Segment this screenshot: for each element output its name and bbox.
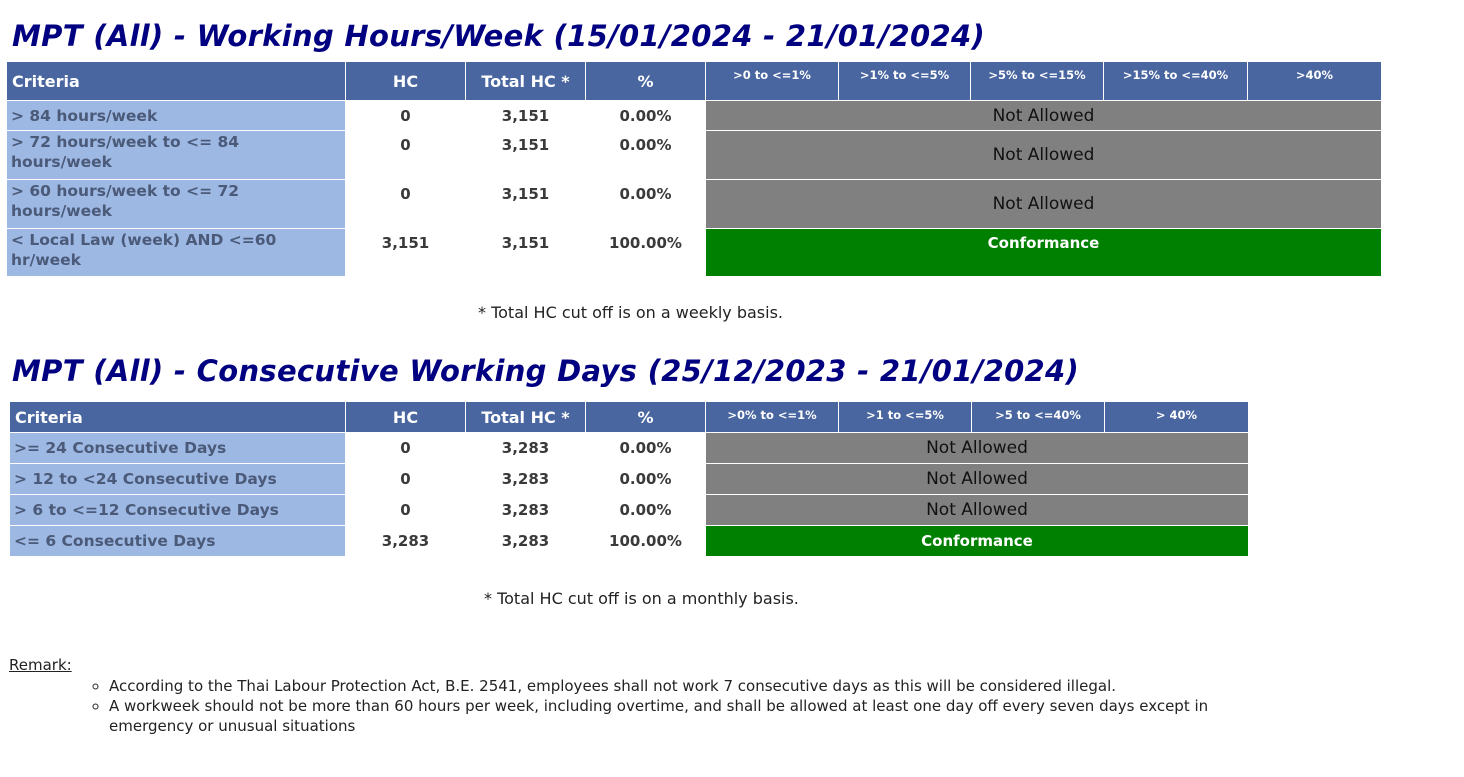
status-conformance: Conformance [705, 525, 1249, 557]
header-band: >5 to <=40% [971, 401, 1105, 433]
total-hc-cell: 3,151 [465, 130, 586, 180]
hc-cell: 0 [345, 463, 466, 495]
total-hc-cell: 3,283 [465, 525, 586, 557]
header-criteria: Criteria [9, 401, 346, 433]
hc-cell: 0 [345, 179, 466, 229]
hc-cell: 3,283 [345, 525, 466, 557]
percent-cell: 0.00% [585, 179, 706, 229]
table-row: > 6 to <=12 Consecutive Days 0 3,283 0.0… [9, 494, 1249, 526]
monthly-cutoff-note: * Total HC cut off is on a monthly basis… [484, 589, 799, 608]
hc-cell: 0 [345, 494, 466, 526]
total-hc-cell: 3,283 [465, 463, 586, 495]
table-row: > 12 to <24 Consecutive Days 0 3,283 0.0… [9, 463, 1249, 495]
percent-cell: 0.00% [585, 432, 706, 464]
header-hc: HC [345, 401, 466, 433]
table-row: >= 24 Consecutive Days 0 3,283 0.00% Not… [9, 432, 1249, 464]
header-hc: HC [345, 61, 466, 101]
remark-label: Remark: [9, 656, 72, 674]
criteria-cell: <= 6 Consecutive Days [9, 525, 346, 557]
percent-cell: 0.00% [585, 494, 706, 526]
criteria-cell: > 60 hours/week to <= 72 hours/week [6, 179, 346, 229]
hc-cell: 0 [345, 130, 466, 180]
total-hc-cell: 3,151 [465, 100, 586, 131]
header-criteria: Criteria [6, 61, 346, 101]
working-hours-table: Criteria HC Total HC * % >0 to <=1% >1% … [6, 61, 1382, 277]
header-percent: % [585, 401, 706, 433]
table-row: <= 6 Consecutive Days 3,283 3,283 100.00… [9, 525, 1249, 557]
header-band: >1 to <=5% [838, 401, 972, 433]
table-row: > 60 hours/week to <= 72 hours/week 0 3,… [6, 179, 1382, 229]
header-band: >0 to <=1% [705, 61, 839, 101]
header-band: > 40% [1104, 401, 1249, 433]
criteria-cell: > 6 to <=12 Consecutive Days [9, 494, 346, 526]
total-hc-cell: 3,151 [465, 179, 586, 229]
table-header-row: Criteria HC Total HC * % >0% to <=1% >1 … [9, 401, 1249, 433]
table-row: < Local Law (week) AND <=60 hr/week 3,15… [6, 228, 1382, 277]
header-band: >1% to <=5% [838, 61, 971, 101]
percent-cell: 0.00% [585, 463, 706, 495]
percent-cell: 100.00% [585, 525, 706, 557]
table-row: > 84 hours/week 0 3,151 0.00% Not Allowe… [6, 100, 1382, 131]
total-hc-cell: 3,151 [465, 228, 586, 277]
header-band: >15% to <=40% [1103, 61, 1248, 101]
header-band: >5% to <=15% [970, 61, 1104, 101]
header-total-hc: Total HC * [465, 61, 586, 101]
header-percent: % [585, 61, 706, 101]
total-hc-cell: 3,283 [465, 494, 586, 526]
hc-cell: 3,151 [345, 228, 466, 277]
percent-cell: 0.00% [585, 100, 706, 131]
consecutive-days-title: MPT (All) - Consecutive Working Days (25… [12, 354, 1080, 388]
list-item: A workweek should not be more than 60 ho… [109, 696, 1219, 736]
status-conformance: Conformance [705, 228, 1382, 277]
percent-cell: 100.00% [585, 228, 706, 277]
criteria-cell: > 12 to <24 Consecutive Days [9, 463, 346, 495]
header-band: >0% to <=1% [705, 401, 839, 433]
consecutive-days-table: Criteria HC Total HC * % >0% to <=1% >1 … [9, 401, 1249, 557]
hc-cell: 0 [345, 100, 466, 131]
table-row: > 72 hours/week to <= 84 hours/week 0 3,… [6, 130, 1382, 180]
status-not-allowed: Not Allowed [705, 463, 1249, 495]
working-hours-title: MPT (All) - Working Hours/Week (15/01/20… [12, 19, 986, 53]
criteria-cell: > 72 hours/week to <= 84 hours/week [6, 130, 346, 180]
list-item: According to the Thai Labour Protection … [109, 676, 1219, 696]
header-band: >40% [1247, 61, 1382, 101]
percent-cell: 0.00% [585, 130, 706, 180]
criteria-cell: >= 24 Consecutive Days [9, 432, 346, 464]
status-not-allowed: Not Allowed [705, 432, 1249, 464]
remark-list: According to the Thai Labour Protection … [90, 676, 1219, 736]
weekly-cutoff-note: * Total HC cut off is on a weekly basis. [478, 303, 783, 322]
status-not-allowed: Not Allowed [705, 130, 1382, 180]
criteria-cell: < Local Law (week) AND <=60 hr/week [6, 228, 346, 277]
header-total-hc: Total HC * [465, 401, 586, 433]
status-not-allowed: Not Allowed [705, 494, 1249, 526]
hc-cell: 0 [345, 432, 466, 464]
status-not-allowed: Not Allowed [705, 100, 1382, 131]
table-header-row: Criteria HC Total HC * % >0 to <=1% >1% … [6, 61, 1382, 101]
status-not-allowed: Not Allowed [705, 179, 1382, 229]
criteria-cell: > 84 hours/week [6, 100, 346, 131]
total-hc-cell: 3,283 [465, 432, 586, 464]
